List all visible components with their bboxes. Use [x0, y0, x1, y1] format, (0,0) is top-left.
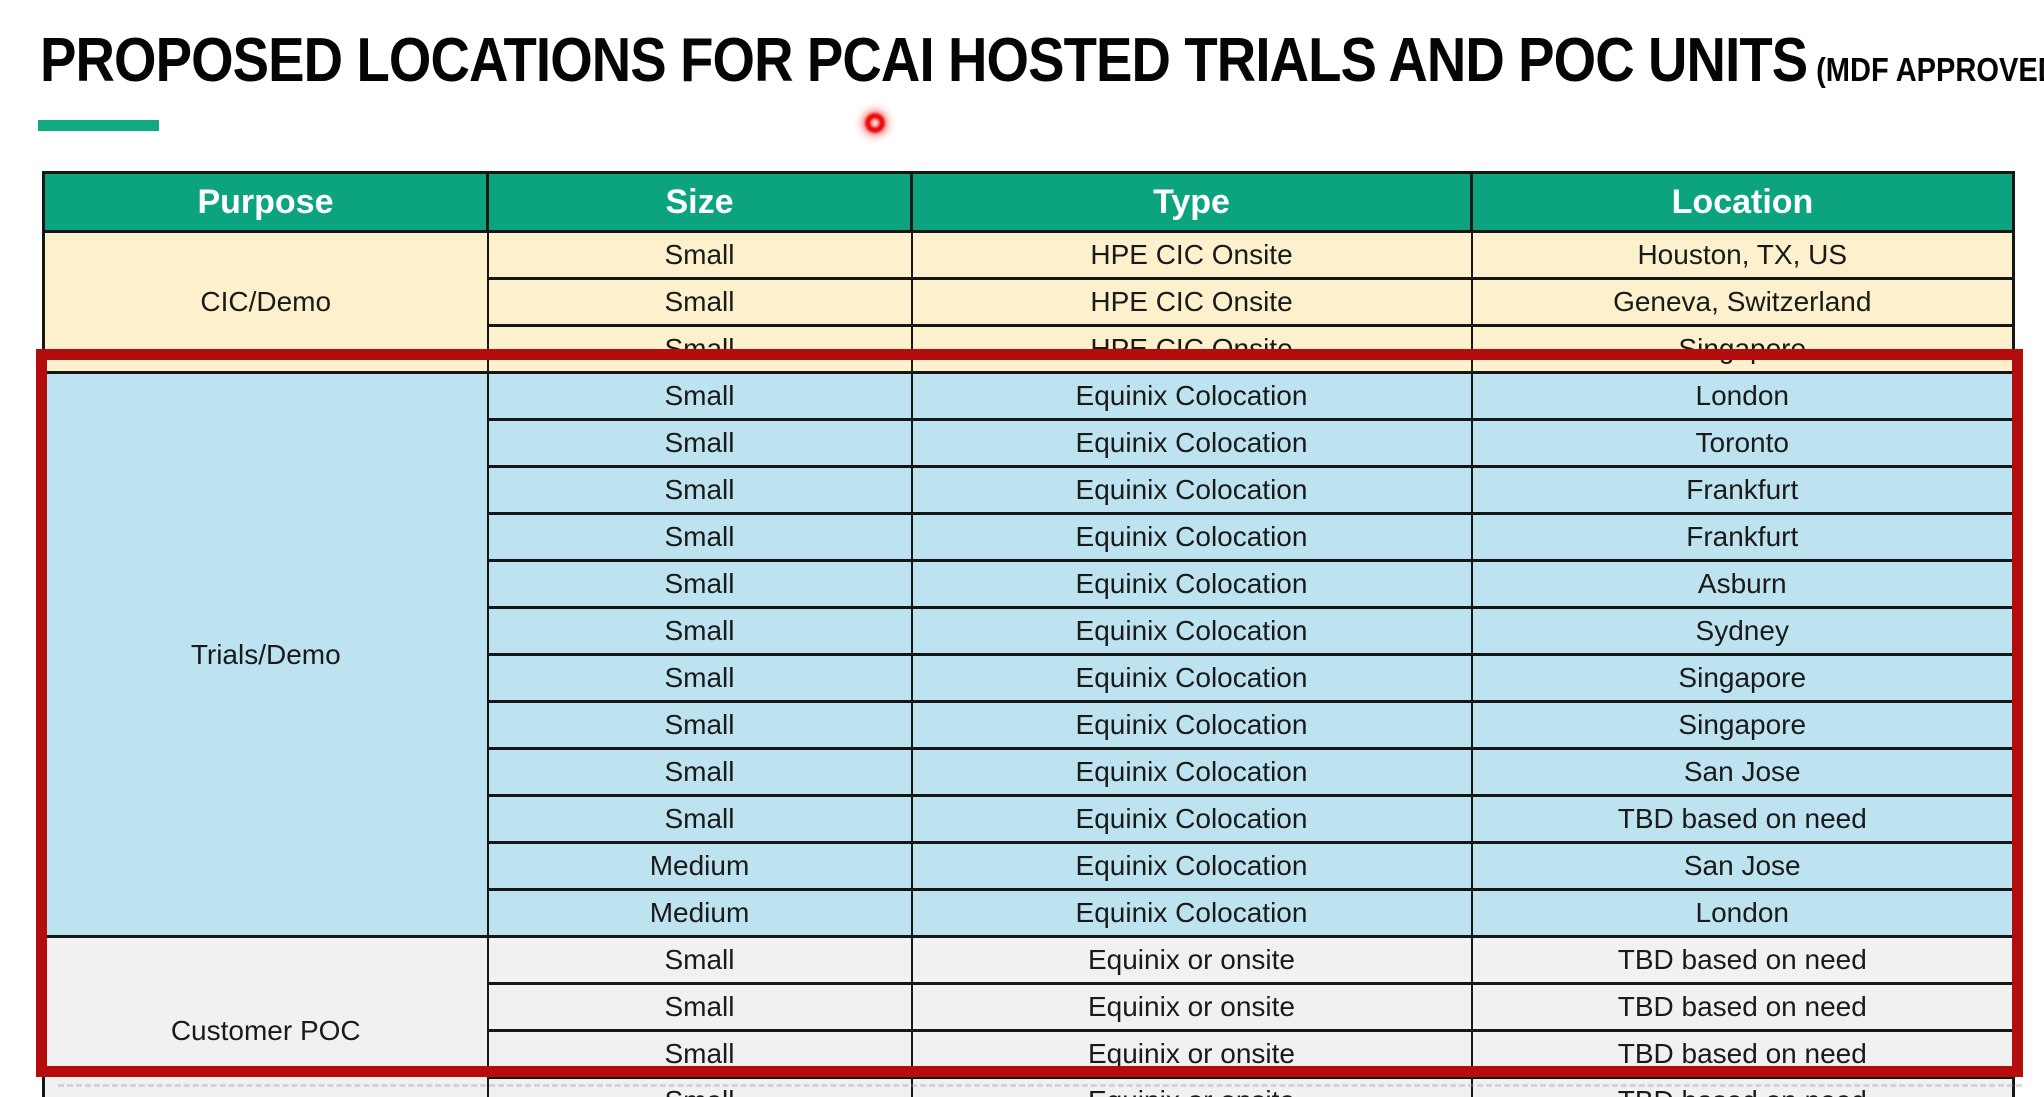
cell-size: Small [486, 277, 913, 327]
cell-size: Small [486, 653, 913, 703]
table-row: Small Equinix Colocation Frankfurt [44, 512, 2015, 562]
cell-location: London [1470, 888, 2015, 938]
cell-size: Small [486, 982, 913, 1032]
cell-location: Frankfurt [1470, 512, 2015, 562]
column-header-location: Location [1470, 171, 2015, 233]
table-row: Small HPE CIC Onsite Geneva, Switzerland [44, 277, 2015, 327]
cell-type: Equinix Colocation [910, 747, 1473, 797]
table-row: Small Equinix Colocation Frankfurt [44, 465, 2015, 515]
purpose-cell: Customer POC [42, 935, 489, 1097]
table-header: Purpose Size Type Location [42, 171, 2015, 233]
cell-location: London [1470, 371, 2015, 421]
table-row: Small Equinix Colocation TBD based on need [44, 794, 2015, 844]
cell-size: Small [486, 418, 913, 468]
cell-location: Singapore [1470, 700, 2015, 750]
cell-size: Small [486, 1076, 913, 1097]
cell-type: Equinix or onsite [910, 982, 1473, 1032]
cell-type: Equinix Colocation [910, 700, 1473, 750]
cell-type: Equinix Colocation [910, 418, 1473, 468]
cell-size: Small [486, 230, 913, 280]
cell-type: HPE CIC Onsite [910, 324, 1473, 374]
page-title-suffix: (MDF APPROVED) [1816, 51, 2044, 88]
cell-location: TBD based on need [1470, 935, 2015, 985]
cell-location: TBD based on need [1470, 794, 2015, 844]
cell-size: Small [486, 606, 913, 656]
table-row: Small Equinix Colocation San Jose [44, 747, 2015, 797]
cell-location: Frankfurt [1470, 465, 2015, 515]
cell-type: Equinix Colocation [910, 888, 1473, 938]
purpose-cell: Trials/Demo [42, 371, 489, 938]
cell-location: Asburn [1470, 559, 2015, 609]
cell-size: Medium [486, 841, 913, 891]
table-row: Medium Equinix Colocation San Jose [44, 841, 2015, 891]
header-row: Purpose Size Type Location [42, 171, 2015, 233]
cell-location: San Jose [1470, 747, 2015, 797]
cell-type: HPE CIC Onsite [910, 277, 1473, 327]
cell-location: Singapore [1470, 324, 2015, 374]
table-row: Medium Equinix Colocation London [44, 888, 2015, 938]
cell-location: Houston, TX, US [1470, 230, 2015, 280]
cell-size: Small [486, 794, 913, 844]
cell-type: Equinix or onsite [910, 1029, 1473, 1079]
table-row: Small Equinix Colocation Asburn [44, 559, 2015, 609]
locations-table: Purpose Size Type Location CIC/Demo Small HPE… [42, 171, 2015, 1097]
bottom-dashed-artifact [58, 1084, 2022, 1087]
cell-location: Sydney [1470, 606, 2015, 656]
cell-size: Small [486, 935, 913, 985]
cell-size: Small [486, 324, 913, 374]
cell-type: Equinix Colocation [910, 841, 1473, 891]
purpose-cell: CIC/Demo [42, 230, 489, 374]
cell-type: Equinix Colocation [910, 559, 1473, 609]
cell-location: TBD based on need [1470, 982, 2015, 1032]
table-row: Small Equinix Colocation Singapore [44, 653, 2015, 703]
cell-type: Equinix or onsite [910, 935, 1473, 985]
table-row: Customer POC Small Equinix or onsite TBD ba… [42, 935, 2015, 1097]
cell-type: Equinix Colocation [910, 794, 1473, 844]
column-header-purpose: Purpose [42, 171, 489, 233]
cell-size: Medium [486, 888, 913, 938]
cell-location: Geneva, Switzerland [1470, 277, 2015, 327]
cell-size: Small [486, 512, 913, 562]
cell-type: HPE CIC Onsite [910, 230, 1473, 280]
cell-type: Equinix Colocation [910, 512, 1473, 562]
table-row: Small Equinix Colocation Toronto [44, 418, 2015, 468]
table-body: CIC/Demo Small HPE CIC Onsite Houston, TX, … [42, 230, 2015, 1097]
table-row: Small Equinix Colocation Singapore [44, 700, 2015, 750]
title-accent-bar [38, 120, 159, 131]
column-header-type: Type [910, 171, 1473, 233]
cell-size: Small [486, 559, 913, 609]
table-row: Trials/Demo Small Equinix Colocation London [42, 371, 2015, 938]
cell-size: Small [486, 1029, 913, 1079]
cell-type: Equinix Colocation [910, 653, 1473, 703]
cell-size: Small [486, 700, 913, 750]
cell-type: Equinix Colocation [910, 606, 1473, 656]
cell-size: Small [486, 747, 913, 797]
table-row: CIC/Demo Small HPE CIC Onsite Houston, TX, … [42, 230, 2015, 374]
page-title: PROPOSED LOCATIONS FOR PCAI HOSTED TRIAL… [40, 28, 2044, 94]
cell-location: San Jose [1470, 841, 2015, 891]
cell-location: TBD based on need [1470, 1076, 2015, 1097]
laser-pointer-dot [853, 101, 897, 145]
cell-location: TBD based on need [1470, 1029, 2015, 1079]
cell-size: Small [486, 371, 913, 421]
table-row: Small Equinix Colocation Sydney [44, 606, 2015, 656]
cell-size: Small [486, 465, 913, 515]
cell-type: Equinix Colocation [910, 371, 1473, 421]
cell-location: Singapore [1470, 653, 2015, 703]
page-title-text: PROPOSED LOCATIONS FOR PCAI HOSTED TRIAL… [40, 26, 1808, 95]
cell-location: Toronto [1470, 418, 2015, 468]
column-header-size: Size [486, 171, 913, 233]
cell-type: Equinix Colocation [910, 465, 1473, 515]
cell-type: Equinix or onsite [910, 1076, 1473, 1097]
